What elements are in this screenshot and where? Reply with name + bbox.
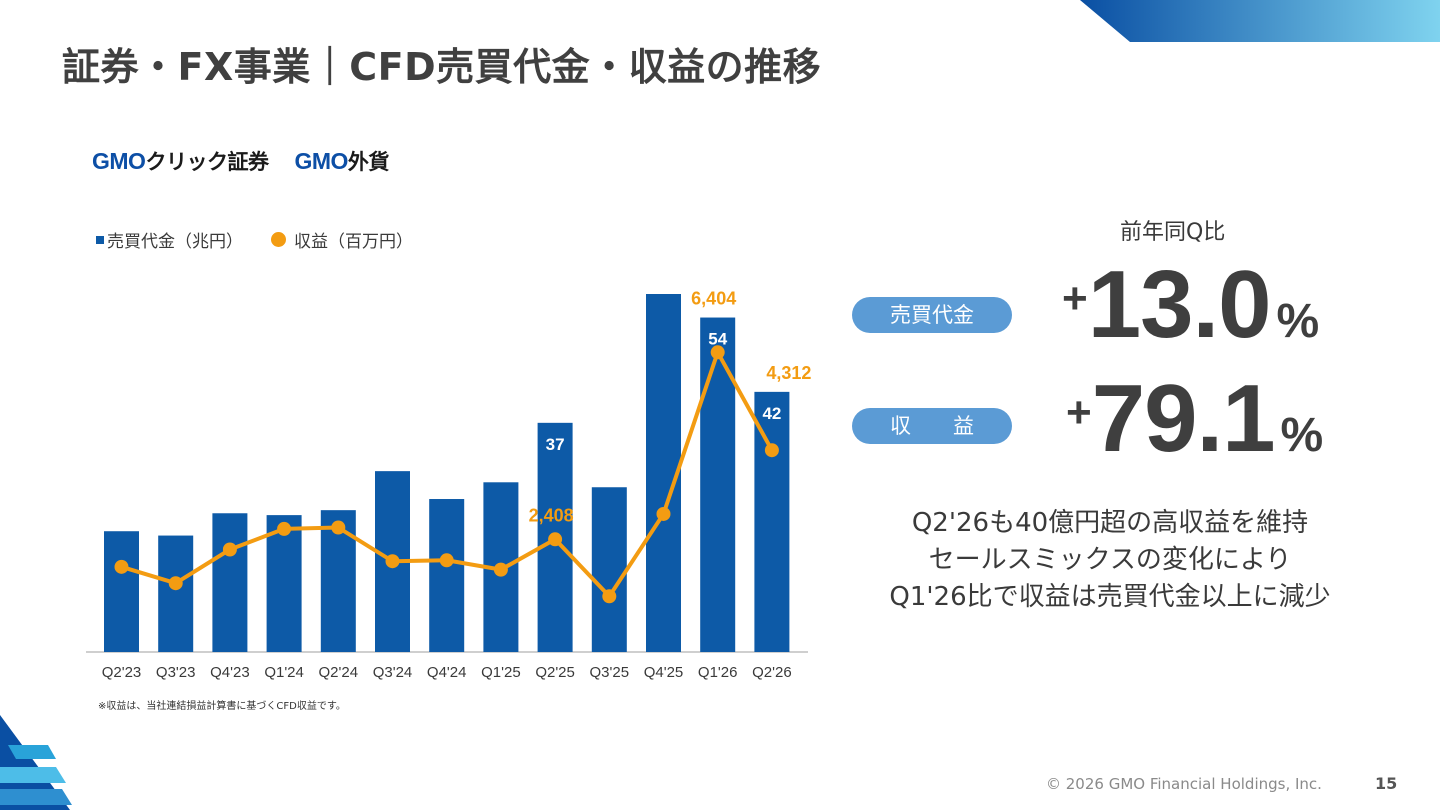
revenue-point-6 bbox=[439, 553, 454, 568]
bar-data-label-8: 37 bbox=[546, 435, 565, 454]
metric-value-revenue: +79.1% bbox=[1066, 364, 1323, 474]
bar-data-label-11: 54 bbox=[708, 330, 727, 349]
revenue-data-label-12: 4,312 bbox=[766, 363, 811, 383]
gmo-click-logo: GMOクリック証券 bbox=[92, 146, 269, 176]
summary-line-1: Q2'26も40億円超の高収益を維持 bbox=[911, 508, 1309, 538]
gmo-click-logo-prefix: GMO bbox=[92, 148, 146, 174]
legend-bar-swatch bbox=[96, 235, 104, 244]
bar-6 bbox=[429, 499, 465, 652]
revenue-point-0 bbox=[114, 559, 129, 574]
bar-12 bbox=[754, 391, 790, 652]
bar-data-label-12: 42 bbox=[762, 404, 781, 423]
bar-1 bbox=[158, 535, 194, 652]
x-tick-label-7: Q1'25 bbox=[481, 664, 521, 681]
metric1-unit: % bbox=[1276, 295, 1320, 348]
revenue-point-8 bbox=[548, 532, 563, 547]
x-tick-label-2: Q4'23 bbox=[210, 664, 250, 681]
revenue-point-4 bbox=[331, 520, 346, 535]
revenue-point-12 bbox=[764, 443, 779, 458]
bar-0 bbox=[104, 531, 139, 652]
page-title: 証券・FX事業｜CFD売買代金・収益の推移 bbox=[62, 45, 822, 89]
cfd-chart: Q2'23 Q3'23 Q4'23 Q1'24 Q2'24 Q3'24 Q4'24 Q1'25… bbox=[86, 288, 811, 681]
bar-9 bbox=[591, 487, 627, 652]
gmo-gaika-logo: GMO外貨 bbox=[294, 146, 390, 176]
bar-11 bbox=[700, 317, 736, 652]
revenue-point-2 bbox=[222, 542, 237, 557]
revenue-point-11 bbox=[710, 345, 725, 360]
gmo-gaika-logo-prefix: GMO bbox=[294, 148, 348, 174]
revenue-point-3 bbox=[277, 521, 292, 536]
corner-decoration-top-right bbox=[1080, 0, 1440, 42]
x-tick-label-4: Q2'24 bbox=[319, 664, 359, 681]
metric1-sign: + bbox=[1062, 273, 1088, 323]
gmo-click-logo-text: クリック証券 bbox=[145, 150, 269, 174]
summary-line-2: セールスミックスの変化により bbox=[928, 545, 1292, 575]
revenue-data-label-11: 6,404 bbox=[691, 288, 736, 308]
x-tick-label-12: Q2'26 bbox=[752, 664, 792, 681]
metric2-number: 79.1 bbox=[1091, 365, 1276, 472]
metric2-sign: + bbox=[1066, 387, 1092, 437]
x-tick-label-5: Q3'24 bbox=[373, 664, 413, 681]
yoy-label: 前年同Q比 bbox=[1120, 220, 1226, 245]
gmo-gaika-logo-text: 外貨 bbox=[347, 150, 390, 174]
metric-label-trading-volume: 売買代金 bbox=[852, 297, 1012, 333]
metric-value-trading-volume: +13.0% bbox=[1062, 250, 1319, 360]
metric2-unit: % bbox=[1280, 409, 1324, 462]
legend-bar-label: 売買代金（兆円） bbox=[107, 232, 243, 252]
revenue-point-7 bbox=[493, 562, 508, 577]
brand-logos: GMOクリック証券 GMO外貨 bbox=[92, 146, 389, 176]
x-tick-label-6: Q4'24 bbox=[427, 664, 467, 681]
revenue-point-10 bbox=[656, 506, 671, 521]
bar-3 bbox=[266, 515, 302, 652]
chart-footnote: ※収益は、当社連結損益計算書に基づくCFD収益です。 bbox=[98, 701, 346, 712]
x-tick-label-1: Q3'23 bbox=[156, 664, 196, 681]
corner-decoration-bottom-left bbox=[0, 715, 72, 810]
revenue-point-9 bbox=[602, 589, 617, 604]
page-number: 15 bbox=[1375, 774, 1398, 793]
metric1-number: 13.0 bbox=[1087, 251, 1272, 358]
revenue-data-label-8: 2,408 bbox=[529, 505, 574, 525]
x-tick-label-8: Q2'25 bbox=[535, 664, 575, 681]
metric-label-revenue: 収 益 bbox=[852, 408, 1012, 444]
x-tick-label-9: Q3'25 bbox=[590, 664, 630, 681]
legend-line-label: 収益（百万円） bbox=[294, 232, 413, 252]
x-tick-label-0: Q2'23 bbox=[102, 664, 142, 681]
legend-line-swatch bbox=[271, 232, 286, 247]
revenue-point-1 bbox=[168, 576, 183, 591]
summary-text: Q2'26も40億円超の高収益を維持 セールスミックスの変化により Q1'26比… bbox=[860, 505, 1360, 616]
bar-2 bbox=[212, 513, 248, 652]
x-tick-label-11: Q1'26 bbox=[698, 664, 738, 681]
copyright: © 2026 GMO Financial Holdings, Inc. bbox=[1046, 775, 1322, 793]
x-tick-label-10: Q4'25 bbox=[644, 664, 684, 681]
revenue-point-5 bbox=[385, 554, 400, 569]
x-tick-label-3: Q1'24 bbox=[264, 664, 304, 681]
chart-legend: 売買代金（兆円） 収益（百万円） bbox=[96, 227, 413, 252]
summary-line-3: Q1'26比で収益は売買代金以上に減少 bbox=[889, 582, 1331, 612]
